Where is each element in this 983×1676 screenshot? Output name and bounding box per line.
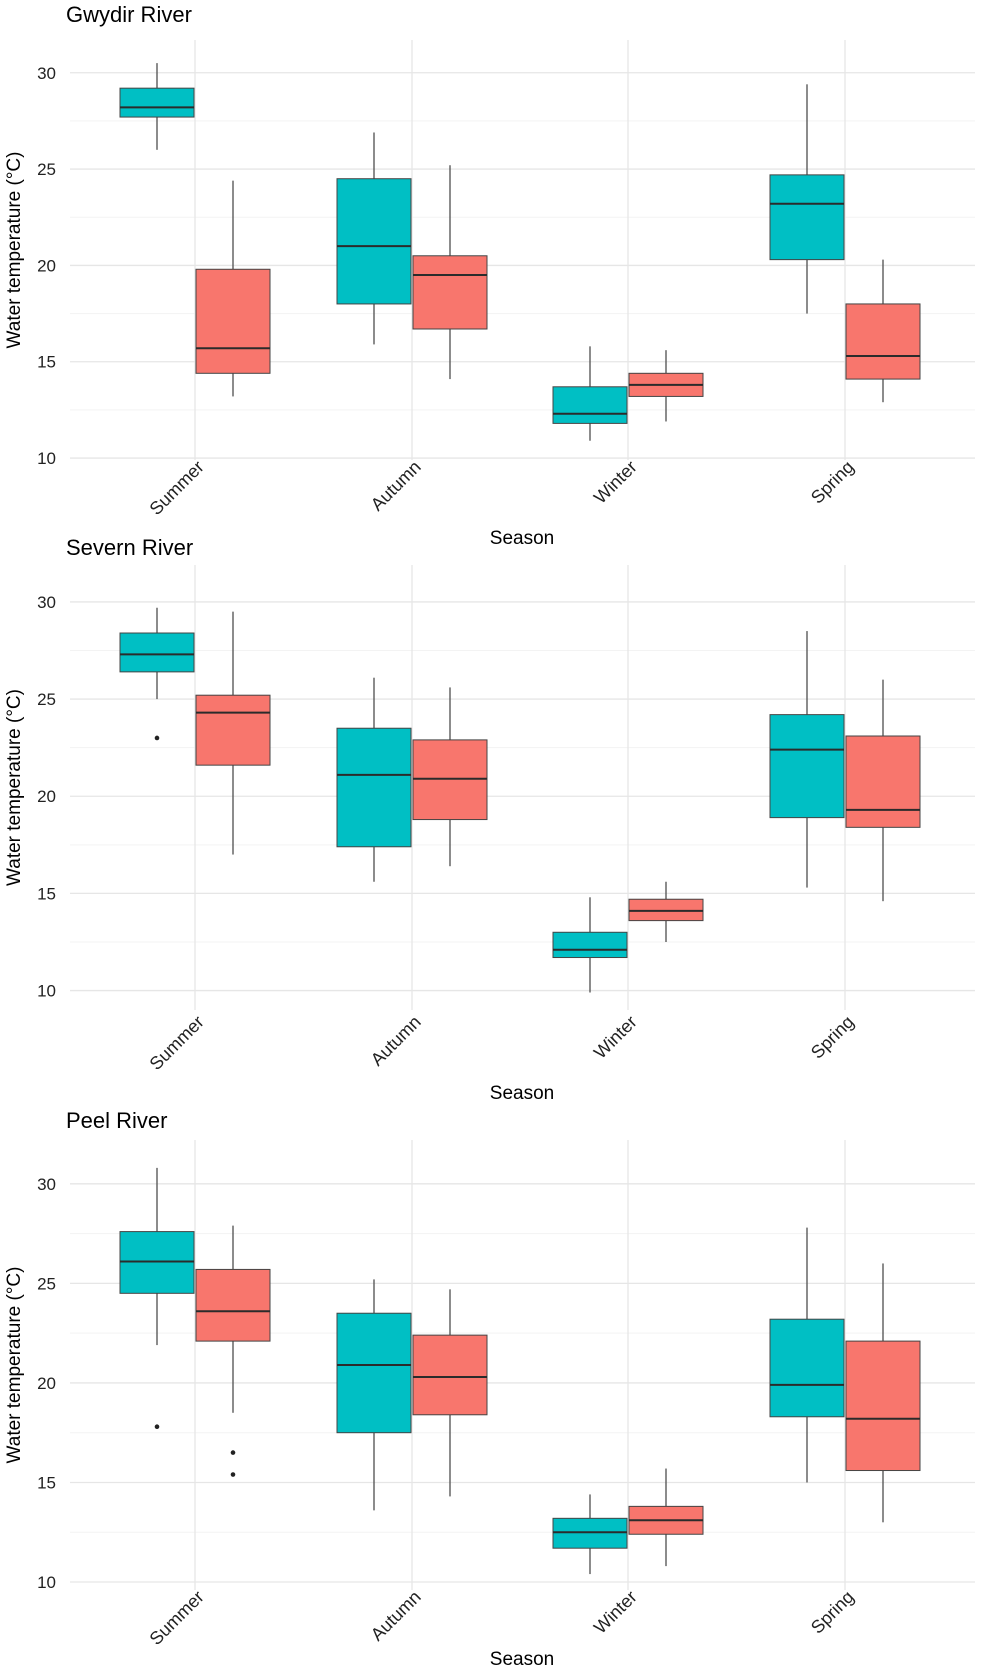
panel-0: 10 15 20 25 30 Gwydir River Water temperature … [4, 2, 975, 549]
iqr-box [336, 727, 412, 848]
box-series_a-winter [552, 1494, 628, 1575]
x-tick-label: Autumn [367, 1587, 425, 1645]
y-tick-label: 20 [37, 787, 56, 806]
x-tick-label: Spring [807, 1587, 858, 1638]
box-series_a-autumn [336, 677, 412, 882]
outlier-point [154, 1424, 160, 1430]
y-axis-title: Water temperature (°C) [4, 1267, 25, 1464]
y-tick-label: 15 [37, 353, 56, 372]
panel-1: 10 15 20 25 30 Severn River Water temperature … [4, 535, 975, 1104]
x-tick-label: Spring [807, 1012, 858, 1063]
y-tick-label: 10 [37, 982, 56, 1001]
iqr-box [119, 87, 195, 118]
box-series_b-winter [628, 1468, 704, 1567]
box-series_b-summer [195, 611, 271, 855]
outlier-point [154, 735, 160, 741]
box-series_a-spring [769, 1227, 845, 1483]
box-series_b-spring [845, 679, 921, 902]
panel-title: Gwydir River [66, 2, 192, 27]
y-tick-label: 15 [37, 1473, 56, 1492]
iqr-box [195, 694, 271, 766]
iqr-box [845, 303, 921, 380]
iqr-box [195, 268, 271, 374]
y-tick-label: 30 [37, 1175, 56, 1194]
box-series_a-winter [552, 897, 628, 993]
panel-title: Severn River [66, 535, 193, 560]
iqr-box [119, 632, 195, 673]
iqr-box [769, 1318, 845, 1418]
x-axis-title: Season [490, 1649, 554, 1670]
box-series_a-spring [769, 631, 845, 888]
box-series_b-summer [195, 180, 271, 397]
x-tick-label: Autumn [367, 1012, 425, 1070]
box-series_b-autumn [412, 687, 488, 867]
y-tick-label: 25 [37, 160, 56, 179]
iqr-box [195, 1268, 271, 1342]
y-tick-label: 20 [37, 1374, 56, 1393]
outlier-point [230, 1472, 236, 1477]
box-series_b-autumn [412, 1289, 488, 1497]
box-series_a-autumn [336, 132, 412, 345]
y-tick-label: 10 [37, 449, 56, 468]
box-series_a-spring [769, 84, 845, 314]
iqr-box [336, 178, 412, 305]
iqr-box [412, 255, 488, 330]
iqr-box [552, 386, 628, 424]
box-series_a-summer [119, 1167, 195, 1430]
x-tick-label: Autumn [367, 457, 425, 515]
box-series_b-spring [845, 259, 921, 403]
panel-title: Peel River [66, 1108, 167, 1133]
y-axis-title: Water temperature (°C) [4, 152, 25, 349]
y-tick-label: 25 [37, 1274, 56, 1293]
y-tick-label: 10 [37, 1573, 56, 1592]
iqr-box [769, 174, 845, 261]
box-series_b-winter [628, 881, 704, 942]
x-tick-label: Summer [146, 1587, 208, 1649]
box-series_b-autumn [412, 165, 488, 380]
box-series_b-spring [845, 1263, 921, 1523]
y-tick-label: 30 [37, 64, 56, 83]
y-tick-label: 25 [37, 690, 56, 709]
x-tick-label: Summer [146, 457, 208, 519]
box-series_b-winter [628, 350, 704, 422]
x-tick-label: Winter [590, 457, 641, 508]
iqr-box [412, 1334, 488, 1416]
box-series_a-summer [119, 63, 195, 150]
x-tick-label: Winter [590, 1587, 641, 1638]
iqr-box [336, 1312, 412, 1434]
x-axis-title: Season [490, 1083, 554, 1104]
x-axis-title: Season [490, 528, 554, 549]
y-tick-label: 15 [37, 884, 56, 903]
box-series_a-winter [552, 346, 628, 441]
box-series_b-summer [195, 1225, 271, 1477]
panel-2: 10 15 20 25 30 Peel River Water temperature (°… [4, 1108, 975, 1670]
box-series_a-summer [119, 607, 195, 741]
outlier-point [230, 1450, 236, 1455]
iqr-box [845, 1340, 921, 1472]
x-tick-label: Summer [146, 1012, 208, 1074]
x-tick-label: Winter [590, 1012, 641, 1063]
x-tick-label: Spring [807, 457, 858, 508]
box-series_a-autumn [336, 1279, 412, 1511]
iqr-box [552, 931, 628, 959]
y-tick-label: 30 [37, 593, 56, 612]
y-axis-title: Water temperature (°C) [4, 689, 25, 886]
y-tick-label: 20 [37, 256, 56, 275]
iqr-box [769, 714, 845, 819]
iqr-box [845, 735, 921, 828]
